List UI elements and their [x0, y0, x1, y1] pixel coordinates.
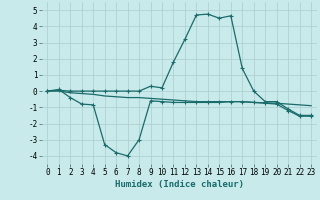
- X-axis label: Humidex (Indice chaleur): Humidex (Indice chaleur): [115, 180, 244, 189]
